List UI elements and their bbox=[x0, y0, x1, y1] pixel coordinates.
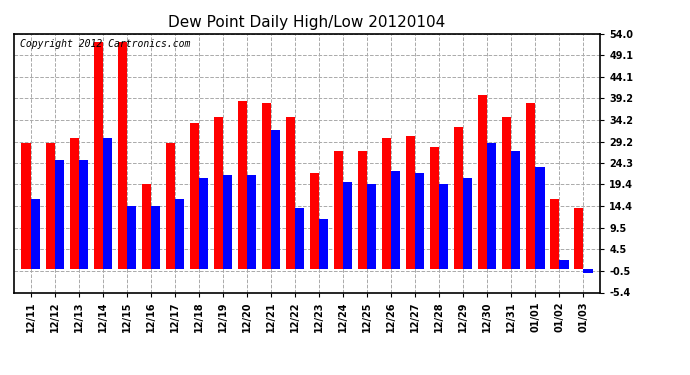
Bar bbox=[391, 171, 400, 269]
Bar bbox=[151, 206, 160, 269]
Bar bbox=[343, 182, 352, 269]
Bar bbox=[358, 152, 367, 269]
Bar bbox=[70, 138, 79, 269]
Bar bbox=[382, 138, 391, 269]
Bar bbox=[286, 117, 295, 269]
Bar bbox=[262, 104, 271, 269]
Bar bbox=[487, 142, 497, 269]
Bar bbox=[94, 42, 103, 269]
Bar bbox=[21, 142, 30, 269]
Bar bbox=[46, 142, 55, 269]
Bar bbox=[141, 184, 151, 269]
Bar bbox=[127, 206, 136, 269]
Bar bbox=[103, 138, 112, 269]
Title: Dew Point Daily High/Low 20120104: Dew Point Daily High/Low 20120104 bbox=[168, 15, 446, 30]
Bar bbox=[334, 152, 343, 269]
Bar bbox=[190, 123, 199, 269]
Bar bbox=[502, 117, 511, 269]
Bar bbox=[79, 160, 88, 269]
Bar bbox=[166, 142, 175, 269]
Bar bbox=[30, 199, 40, 269]
Bar bbox=[271, 130, 280, 269]
Bar bbox=[214, 117, 223, 269]
Bar bbox=[463, 177, 473, 269]
Bar bbox=[551, 199, 560, 269]
Bar bbox=[310, 173, 319, 269]
Bar bbox=[454, 128, 463, 269]
Bar bbox=[535, 166, 544, 269]
Bar bbox=[295, 208, 304, 269]
Bar bbox=[584, 269, 593, 273]
Bar bbox=[526, 104, 535, 269]
Bar bbox=[415, 173, 424, 269]
Text: Copyright 2012 Cartronics.com: Copyright 2012 Cartronics.com bbox=[19, 39, 190, 49]
Bar bbox=[560, 260, 569, 269]
Bar bbox=[511, 152, 520, 269]
Bar bbox=[406, 136, 415, 269]
Bar bbox=[199, 177, 208, 269]
Bar bbox=[117, 42, 127, 269]
Bar bbox=[175, 199, 184, 269]
Bar bbox=[440, 184, 449, 269]
Bar bbox=[223, 176, 232, 269]
Bar bbox=[367, 184, 376, 269]
Bar bbox=[55, 160, 63, 269]
Bar bbox=[430, 147, 440, 269]
Bar bbox=[238, 101, 247, 269]
Bar bbox=[478, 95, 487, 269]
Bar bbox=[574, 208, 584, 269]
Bar bbox=[319, 219, 328, 269]
Bar bbox=[247, 176, 256, 269]
